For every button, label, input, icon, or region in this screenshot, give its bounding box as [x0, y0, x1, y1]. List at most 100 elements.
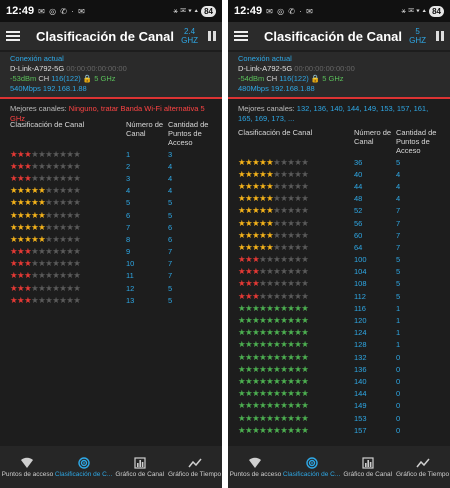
- star-filled-icon: ★: [24, 246, 32, 257]
- star-filled-icon: ★: [252, 180, 260, 191]
- star-filled-icon: ★: [245, 168, 253, 179]
- star-filled-icon: ★: [245, 302, 253, 313]
- connection-label: Conexión actual: [10, 54, 64, 63]
- star-filled-icon: ★: [294, 315, 302, 326]
- channel-number: 44: [354, 181, 363, 191]
- battery-icon: 84: [429, 5, 444, 17]
- star-filled-icon: ★: [24, 221, 32, 232]
- star-filled-icon: ★: [238, 290, 246, 301]
- star-filled-icon: ★: [31, 233, 39, 244]
- channel-number: 60: [354, 230, 363, 240]
- star-filled-icon: ★: [252, 339, 260, 350]
- system-icons: ⚹ ✉ ▾ ▴: [173, 6, 199, 15]
- star-filled-icon: ★: [266, 315, 274, 326]
- channel-number: 120: [354, 316, 367, 326]
- star-empty-icon: ★: [73, 270, 81, 281]
- table-row: ★★★★★★★★★★ 9 7: [10, 246, 212, 258]
- nav-item-radar[interactable]: Clasificación de C...: [283, 446, 340, 488]
- star-empty-icon: ★: [280, 156, 288, 167]
- menu-icon[interactable]: [234, 31, 248, 41]
- star-empty-icon: ★: [294, 254, 302, 265]
- connection-ch-label: CH: [38, 74, 50, 83]
- bar-chart-icon: [361, 456, 375, 469]
- table-row: ★★★★★★★★★★ 124 1: [238, 327, 440, 339]
- star-empty-icon: ★: [73, 197, 81, 208]
- star-filled-icon: ★: [38, 233, 46, 244]
- star-filled-icon: ★: [17, 197, 25, 208]
- star-filled-icon: ★: [280, 302, 288, 313]
- nav-item-line-chart[interactable]: Gráfico de Tiempo: [167, 446, 222, 488]
- channel-number: 124: [354, 328, 367, 338]
- nav-item-wifi[interactable]: Puntos de acceso: [228, 446, 283, 488]
- menu-icon[interactable]: [6, 31, 20, 41]
- nav-item-label: Gráfico de Canal: [115, 470, 165, 478]
- ap-count: 4: [396, 181, 401, 191]
- table-row: ★★★★★★★★★★ 5 5: [10, 197, 212, 209]
- star-empty-icon: ★: [287, 229, 295, 240]
- star-filled-icon: ★: [266, 217, 274, 228]
- connection-speed: 540Mbps 192.168.1.88: [10, 84, 87, 93]
- ap-count: 4: [396, 194, 401, 204]
- star-filled-icon: ★: [266, 168, 274, 179]
- star-filled-icon: ★: [259, 205, 267, 216]
- star-filled-icon: ★: [17, 282, 25, 293]
- table-row: ★★★★★★★★★★ 149 0: [238, 400, 440, 412]
- star-empty-icon: ★: [45, 209, 53, 220]
- nav-item-radar[interactable]: Clasificación de C...: [55, 446, 112, 488]
- star-rating: ★★★★★★★★★★: [10, 185, 126, 196]
- star-filled-icon: ★: [301, 302, 309, 313]
- best-channels: Mejores canales: Ninguno, tratar Banda W…: [0, 98, 222, 124]
- nav-item-line-chart[interactable]: Gráfico de Tiempo: [395, 446, 450, 488]
- star-rating: ★★★★★★★★★★: [238, 425, 354, 436]
- bar-chart-icon: [133, 456, 147, 469]
- nav-item-bar-chart[interactable]: Gráfico de Canal: [112, 446, 167, 488]
- star-filled-icon: ★: [245, 205, 253, 216]
- star-filled-icon: ★: [259, 156, 267, 167]
- pause-icon[interactable]: [208, 31, 216, 41]
- wifi-icon: [248, 457, 262, 469]
- star-empty-icon: ★: [31, 270, 39, 281]
- star-filled-icon: ★: [24, 282, 32, 293]
- star-filled-icon: ★: [245, 412, 253, 423]
- star-empty-icon: ★: [38, 160, 46, 171]
- star-filled-icon: ★: [17, 185, 25, 196]
- star-filled-icon: ★: [294, 375, 302, 386]
- band-toggle-button[interactable]: 2.4 GHZ: [181, 27, 198, 45]
- star-empty-icon: ★: [294, 193, 302, 204]
- star-empty-icon: ★: [73, 258, 81, 269]
- star-rating: ★★★★★★★★★★: [238, 413, 354, 424]
- star-filled-icon: ★: [280, 400, 288, 411]
- channel-number: 4: [126, 186, 131, 196]
- star-empty-icon: ★: [287, 217, 295, 228]
- star-filled-icon: ★: [287, 339, 295, 350]
- star-empty-icon: ★: [52, 270, 60, 281]
- star-filled-icon: ★: [245, 229, 253, 240]
- connection-mac: 00:00:00:00:00:00: [294, 64, 355, 73]
- star-empty-icon: ★: [31, 160, 39, 171]
- current-connection: Conexión actual D-Link-A792-5G 00:00:00:…: [0, 52, 222, 99]
- table-row: ★★★★★★★★★★ 7 6: [10, 221, 212, 233]
- nav-item-bar-chart[interactable]: Gráfico de Canal: [340, 446, 395, 488]
- table-row: ★★★★★★★★★★ 2 4: [10, 160, 212, 172]
- connection-channel: 116(122): [279, 74, 309, 83]
- star-filled-icon: ★: [273, 363, 281, 374]
- table-row: ★★★★★★★★★★ 108 5: [238, 278, 440, 290]
- star-filled-icon: ★: [24, 258, 32, 269]
- star-filled-icon: ★: [245, 339, 253, 350]
- nav-item-wifi[interactable]: Puntos de acceso: [0, 446, 55, 488]
- table-row: ★★★★★★★★★★ 140 0: [238, 375, 440, 387]
- star-filled-icon: ★: [245, 400, 253, 411]
- ap-count: 5: [396, 279, 401, 289]
- star-filled-icon: ★: [245, 241, 253, 252]
- channel-number: 157: [354, 425, 367, 435]
- star-filled-icon: ★: [17, 209, 25, 220]
- star-rating: ★★★★★★★★★★: [10, 222, 126, 233]
- band-toggle-button[interactable]: 5 GHZ: [409, 27, 426, 45]
- star-filled-icon: ★: [266, 241, 274, 252]
- pause-icon[interactable]: [436, 31, 444, 41]
- star-empty-icon: ★: [294, 180, 302, 191]
- ap-count: 7: [168, 259, 173, 269]
- star-empty-icon: ★: [38, 294, 46, 305]
- star-filled-icon: ★: [301, 375, 309, 386]
- star-rating: ★★★★★★★★★★: [238, 327, 354, 338]
